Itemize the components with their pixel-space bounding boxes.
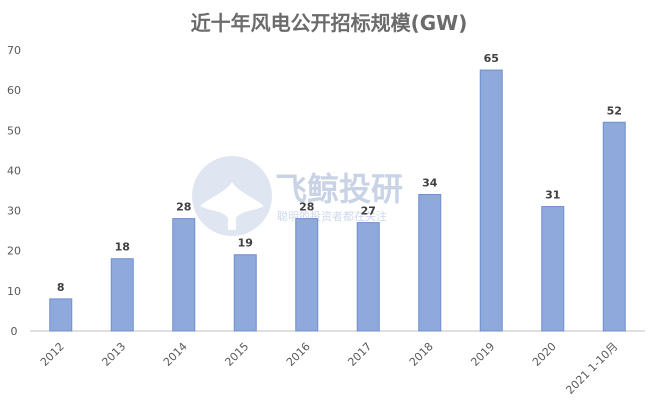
- data-label: 65: [484, 52, 499, 65]
- bar-2016: [295, 218, 319, 332]
- x-tick-label: 2014: [161, 340, 190, 369]
- bar-2013: [110, 258, 134, 332]
- bar-2019: [479, 69, 503, 332]
- watermark: 飞鲸投研 聪明的投资者都在关注: [192, 156, 403, 236]
- y-tick-label: 60: [7, 84, 21, 97]
- bar-2018: [418, 194, 442, 332]
- x-tick-label: 2017: [345, 340, 374, 369]
- y-tick-label: 0: [11, 325, 18, 338]
- bar-2014: [172, 218, 196, 332]
- y-tick-label: 10: [7, 285, 21, 298]
- y-tick-label: 20: [7, 245, 21, 258]
- y-tick-label: 50: [7, 124, 21, 137]
- x-axis-ticks: 2012 2013 2014 2015 2016 2017 2018 2019 2020 2021…: [38, 340, 620, 397]
- y-tick-label: 40: [7, 164, 21, 177]
- x-tick-label: 2020: [530, 340, 559, 369]
- data-label: 34: [422, 177, 438, 190]
- chart-title: 近十年风电公开招标规模(GW): [191, 11, 468, 35]
- y-tick-label: 30: [7, 205, 21, 218]
- x-tick-label: 2013: [99, 340, 128, 369]
- y-tick-label: 70: [7, 44, 21, 57]
- data-label: 28: [176, 201, 191, 214]
- data-label: 8: [57, 281, 65, 294]
- bar-2021-1-10月: [602, 121, 626, 332]
- x-tick-label: 2015: [222, 340, 251, 369]
- bar-2015: [233, 254, 257, 332]
- bars: [49, 69, 626, 332]
- x-tick-label: 2018: [407, 340, 436, 369]
- bar-2012: [49, 298, 73, 332]
- data-label: 31: [545, 189, 560, 202]
- x-tick-label: 2012: [38, 340, 67, 369]
- data-label: 52: [607, 104, 622, 117]
- y-axis-ticks: 0 10 20 30 40 50 60 70: [7, 44, 21, 338]
- x-tick-label: 2019: [468, 340, 497, 369]
- data-label: 18: [115, 241, 130, 254]
- bar-2020: [541, 206, 565, 332]
- watermark-brand: 飞鲸投研: [275, 170, 403, 208]
- whale-tail-icon: [192, 156, 272, 236]
- bar-2017: [356, 222, 380, 332]
- x-tick-label: 2021 1-10月: [563, 340, 620, 397]
- data-label: 27: [361, 205, 376, 218]
- data-labels: 8 18 28 19 28 27 34 65 31 52: [57, 52, 622, 294]
- x-tick-label: 2016: [284, 340, 313, 369]
- data-label: 28: [299, 201, 314, 214]
- data-label: 19: [238, 237, 253, 250]
